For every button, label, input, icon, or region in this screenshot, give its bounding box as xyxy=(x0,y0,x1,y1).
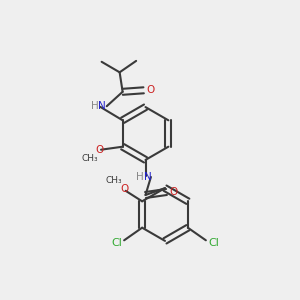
Text: CH₃: CH₃ xyxy=(81,154,98,163)
Text: Cl: Cl xyxy=(208,238,219,248)
Text: O: O xyxy=(169,187,177,197)
Text: O: O xyxy=(95,145,104,155)
Text: H: H xyxy=(91,101,99,111)
Text: Cl: Cl xyxy=(111,238,122,248)
Text: CH₃: CH₃ xyxy=(106,176,122,185)
Text: N: N xyxy=(98,101,106,111)
Text: H: H xyxy=(136,172,143,182)
Text: O: O xyxy=(146,85,154,95)
Text: O: O xyxy=(120,184,128,194)
Text: N: N xyxy=(144,172,152,182)
